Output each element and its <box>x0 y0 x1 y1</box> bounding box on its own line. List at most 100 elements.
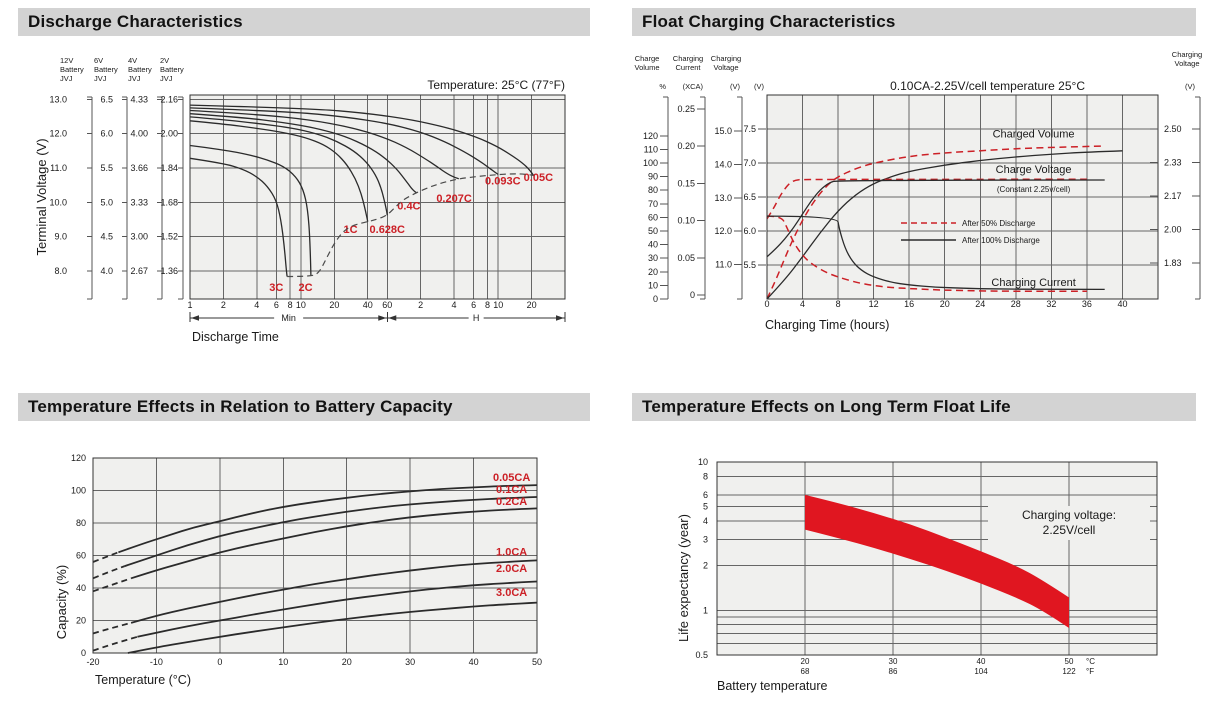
scale-tick-label: 2.17 <box>1164 191 1182 201</box>
scale-header: Volume <box>634 63 659 72</box>
x-tick-label-celsius: 50 <box>1065 657 1074 666</box>
scale-tick-label: 2.16 <box>160 94 178 104</box>
float-plot-border <box>766 94 1159 300</box>
scale-header: Charging <box>711 54 741 63</box>
x-tick-label: 8 <box>836 299 841 309</box>
scale-tick-label: 40 <box>648 240 658 250</box>
scale-tick-label: 4.0 <box>100 266 113 276</box>
x-tick-label: 32 <box>1046 299 1056 309</box>
y-tick-label: 120 <box>71 453 86 463</box>
scale-header: Charging <box>673 54 703 63</box>
x-tick-label: 8 <box>485 300 490 310</box>
capacity-curve-dash-1.0CA <box>92 622 132 635</box>
x-tick-label: 1 <box>187 300 192 310</box>
y-tick-label: 2 <box>703 561 708 571</box>
section-title-float-charging: Float Charging Characteristics <box>632 8 1196 36</box>
scale-tick-label: 0.20 <box>677 141 695 151</box>
scale-tick-label: 70 <box>648 199 658 209</box>
x-tick-label: 36 <box>1082 299 1092 309</box>
x-unit-fahrenheit: °F <box>1086 667 1094 676</box>
y-axis-title: Capacity (%) <box>54 565 69 639</box>
scale-tick-label: 3.33 <box>130 197 148 207</box>
float-curve-charge-voltage-50 <box>766 178 1087 220</box>
x-tick-label: 12 <box>869 299 879 309</box>
scale-tick-label: 14.0 <box>714 159 732 169</box>
scale-tick-label: 7.5 <box>743 124 756 134</box>
scale-header: Charging <box>1172 50 1202 59</box>
scale-header: JVJ <box>128 74 141 83</box>
discharge-curve-1C <box>189 120 369 222</box>
scale-header: Battery <box>94 65 118 74</box>
x-tick-label: 24 <box>975 299 985 309</box>
discharge-curve-0.05C <box>189 104 535 176</box>
curve-label-0.1CA: 0.1CA <box>496 484 527 496</box>
legend-label: After 50% Discharge <box>962 219 1036 228</box>
scale-tick-label: 20 <box>648 267 658 277</box>
scale-tick-label: 100 <box>643 158 658 168</box>
scale-tick-label: 10 <box>648 280 658 290</box>
discharge-plot-area <box>190 95 565 299</box>
discharge-curve-3C <box>189 157 288 277</box>
arrow-left-icon <box>191 315 199 321</box>
annotation-charging-voltage-line1: Charging voltage: <box>1022 508 1116 522</box>
x-tick-label: 6 <box>471 300 476 310</box>
x-tick-label: 2 <box>418 300 423 310</box>
span-label-bg <box>468 312 484 323</box>
x-tick-label: 50 <box>532 657 542 667</box>
float-curve-charging-current-50 <box>766 215 1087 293</box>
x-tick-label: 4 <box>254 300 259 310</box>
curve-label-1.0CA: 1.0CA <box>496 547 527 559</box>
y-tick-label: 4 <box>703 516 708 526</box>
annotation--constant-2-25v-cell-: (Constant 2.25v/cell) <box>997 185 1071 194</box>
scale-tick-label: 1.84 <box>160 163 178 173</box>
section-title-discharge-characteristics: Discharge Characteristics <box>18 8 590 36</box>
x-tick-label: 20 <box>527 300 537 310</box>
y-axis-title: Life expectancy (year) <box>676 514 691 642</box>
section-title-float-life: Temperature Effects on Long Term Float L… <box>632 393 1196 421</box>
scale-tick-label: 5.0 <box>100 197 113 207</box>
arrow-left-icon <box>388 315 397 321</box>
scale-tick-label: 6.0 <box>100 129 113 139</box>
capacity-plot-border <box>92 457 538 654</box>
scale-unit: % <box>659 82 666 91</box>
capacity-curve-dash-0.1CA <box>92 565 126 580</box>
y-tick-label: 80 <box>76 518 86 528</box>
x-tick-label: 40 <box>1117 299 1127 309</box>
capacity-curve-0.1CA <box>124 496 538 567</box>
curve-label-3.0CA: 3.0CA <box>496 587 527 599</box>
legend-label: After 100% Discharge <box>962 236 1040 245</box>
x-tick-label: 6 <box>274 300 279 310</box>
x-tick-label-celsius: 30 <box>889 657 898 666</box>
scale-tick-label: 6.5 <box>743 192 756 202</box>
scale-tick-label: 15.0 <box>714 126 732 136</box>
section-title-temperature-capacity: Temperature Effects in Relation to Batte… <box>18 393 590 421</box>
scale-tick-label: 1.68 <box>160 197 178 207</box>
float-curve-charge-voltage-100 <box>766 179 1105 258</box>
float-note: 0.10CA-2.25V/cell temperature 25°C <box>890 79 1085 93</box>
life-plot-border <box>716 461 1158 656</box>
x-tick-label: 20 <box>329 300 339 310</box>
y-tick-label: 8 <box>703 471 708 481</box>
x-axis-title: Battery temperature <box>717 679 828 693</box>
float-curve-charged-volume-100 <box>766 150 1123 300</box>
x-unit-span-label: H <box>473 313 480 323</box>
curve-label-0.05C: 0.05C <box>524 172 553 184</box>
curve-label-0.4C: 0.4C <box>397 201 420 213</box>
discharge-curve-0.093C <box>189 107 499 176</box>
x-tick-label: 10 <box>278 657 288 667</box>
annotation-charge-voltage: Charge Voltage <box>996 164 1072 176</box>
curve-label-0.093C: 0.093C <box>485 175 521 187</box>
scale-tick-label: 9.0 <box>54 232 67 242</box>
annotation-bg <box>988 506 1150 540</box>
x-axis-title: Temperature (°C) <box>95 673 191 687</box>
x-tick-label: 0 <box>764 299 769 309</box>
x-tick-label-celsius: 40 <box>977 657 986 666</box>
curve-label-0.05CA: 0.05CA <box>493 472 530 484</box>
scale-tick-label: 30 <box>648 253 658 263</box>
scale-header: 6V <box>94 56 103 65</box>
scale-tick-label: 13.0 <box>714 193 732 203</box>
capacity-curve-dash-0.05CA <box>92 551 119 563</box>
span-label-bg <box>274 312 304 323</box>
curve-label-2C: 2C <box>299 282 313 294</box>
